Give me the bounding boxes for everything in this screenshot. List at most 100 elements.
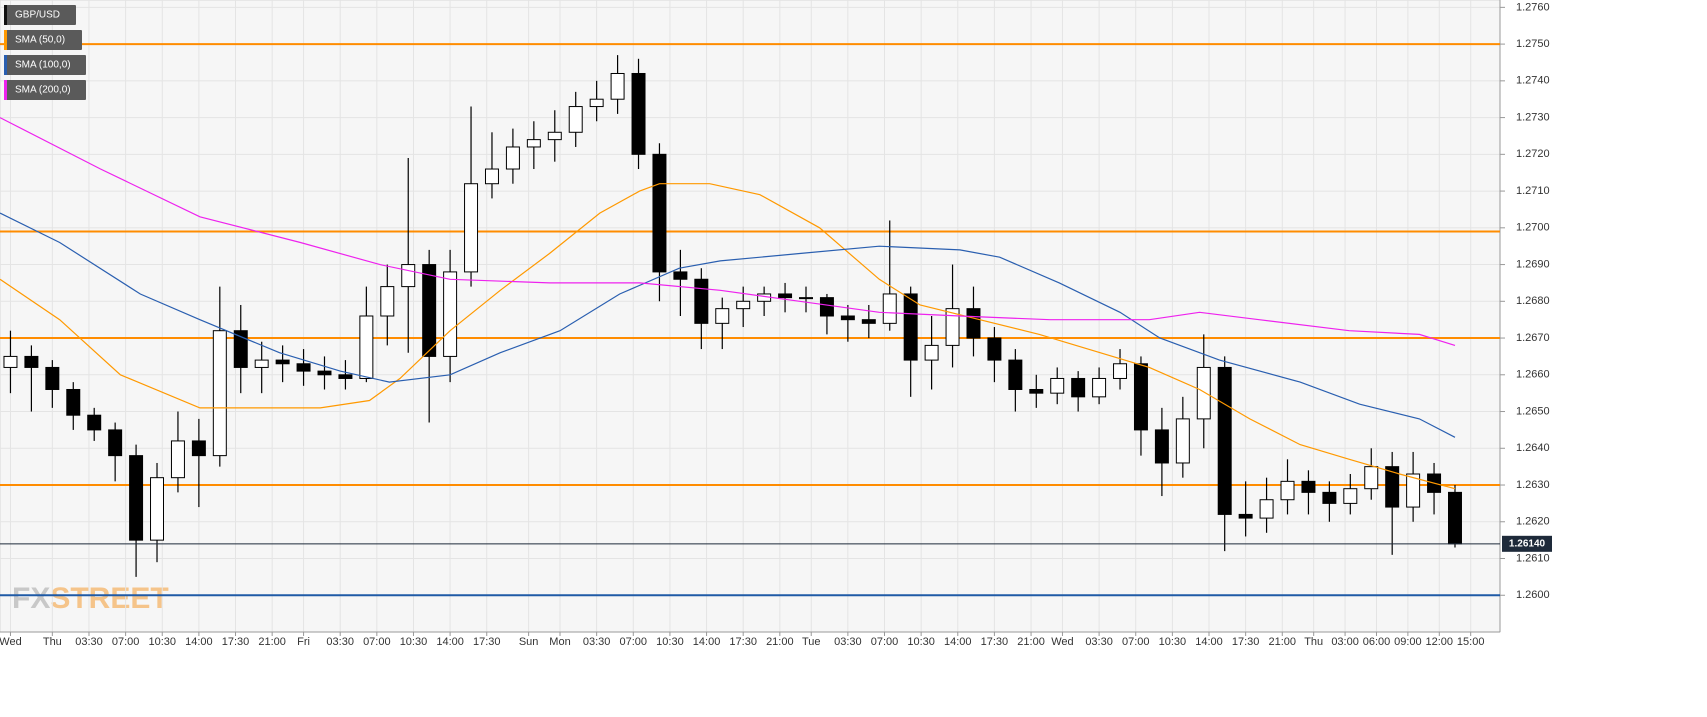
candle-body: [380, 286, 395, 317]
candle-body: [1364, 466, 1379, 490]
candle-body: [24, 355, 39, 368]
legend-swatch: [4, 5, 7, 25]
candle-body: [694, 278, 709, 324]
candle-body: [3, 355, 18, 368]
candle-body: [924, 344, 939, 361]
x-tick-label: 03:30: [326, 636, 354, 648]
candle-body: [338, 374, 353, 379]
y-tick-label: 1.2630: [1516, 479, 1550, 491]
candle-body: [736, 300, 751, 310]
candle-body: [1385, 466, 1400, 508]
x-tick-label: Wed: [1051, 636, 1073, 648]
candle-body: [715, 308, 730, 324]
candle-body: [275, 359, 290, 365]
candle-body: [296, 363, 311, 372]
candle-body: [882, 293, 897, 324]
x-tick-label: 14:00: [693, 636, 721, 648]
candle-body: [150, 477, 165, 541]
candle-body: [966, 308, 981, 339]
candle-body: [212, 330, 227, 457]
y-tick-label: 1.2610: [1516, 552, 1550, 564]
candle-body: [1133, 363, 1148, 431]
legend-swatch: [4, 80, 7, 100]
x-tick-label: 17:30: [222, 636, 250, 648]
candle-body: [631, 72, 646, 155]
candle-body: [443, 271, 458, 357]
y-tick-label: 1.2620: [1516, 516, 1550, 528]
x-tick-label: 17:30: [981, 636, 1009, 648]
candle-body: [170, 440, 185, 479]
x-tick-label: Tue: [802, 636, 821, 648]
y-tick-label: 1.2600: [1516, 589, 1550, 601]
x-tick-label: 17:30: [729, 636, 757, 648]
plot-background: [0, 0, 1501, 633]
candle-body: [589, 98, 604, 108]
watermark: FXSTREET: [12, 582, 169, 615]
candle-body: [1447, 491, 1462, 545]
candle-body: [484, 168, 499, 185]
candle-body: [987, 337, 1002, 361]
y-tick-label: 1.2670: [1516, 332, 1550, 344]
y-tick-label: 1.2750: [1516, 38, 1550, 50]
candle-body: [191, 440, 206, 457]
candle-body: [87, 414, 102, 431]
x-tick-label: Thu: [43, 636, 62, 648]
candle-body: [317, 370, 332, 376]
candle-body: [1050, 377, 1065, 394]
sma-line: [0, 212, 1456, 438]
x-tick-label: 14:00: [436, 636, 464, 648]
candle-body: [1217, 366, 1232, 515]
candle-body: [840, 315, 855, 321]
x-tick-label: Sun: [519, 636, 539, 648]
candle-body: [1071, 377, 1086, 398]
x-tick-label: 06:00: [1363, 636, 1391, 648]
candle-body: [464, 183, 479, 273]
y-tick-label: 1.2730: [1516, 111, 1550, 123]
candle-body: [1029, 388, 1044, 394]
legend-label: SMA (100,0): [15, 60, 71, 71]
x-tick-label: 07:00: [620, 636, 648, 648]
y-tick-label: 1.2760: [1516, 1, 1550, 13]
y-tick-label: 1.2700: [1516, 222, 1550, 234]
last-price-label: 1.26140: [1509, 538, 1546, 549]
x-tick-label: Mon: [549, 636, 570, 648]
candle-body: [1175, 418, 1190, 464]
candle-body: [1301, 480, 1316, 493]
x-tick-label: 10:30: [1159, 636, 1187, 648]
legend-box: [4, 30, 82, 50]
candle-body: [401, 264, 416, 288]
y-tick-label: 1.2710: [1516, 185, 1550, 197]
candle-body: [757, 293, 772, 302]
candle-body: [1092, 377, 1107, 398]
candle-body: [652, 153, 667, 273]
candle-body: [1008, 359, 1023, 390]
legend-label: GBP/USD: [15, 10, 60, 21]
candle-body: [778, 293, 793, 299]
y-tick-label: 1.2650: [1516, 405, 1550, 417]
x-tick-label: 21:00: [1269, 636, 1297, 648]
candle-body: [1343, 488, 1358, 504]
x-tick-label: 07:00: [1122, 636, 1150, 648]
candle-body: [945, 308, 960, 346]
x-tick-label: 07:00: [112, 636, 140, 648]
candle-body: [903, 293, 918, 361]
legend-swatch: [4, 55, 7, 75]
x-tick-label: 10:30: [148, 636, 176, 648]
candle-body: [45, 366, 60, 390]
x-tick-label: 14:00: [185, 636, 213, 648]
x-tick-label: 17:30: [1232, 636, 1260, 648]
x-tick-label: 09:00: [1394, 636, 1422, 648]
legend-box: [4, 55, 86, 75]
x-tick-label: 21:00: [766, 636, 794, 648]
y-tick-label: 1.2680: [1516, 295, 1550, 307]
candle-body: [66, 388, 81, 416]
x-tick-label: 10:30: [400, 636, 428, 648]
x-tick-label: 07:00: [871, 636, 899, 648]
x-tick-label: 03:30: [1085, 636, 1113, 648]
y-tick-label: 1.2660: [1516, 369, 1550, 381]
candle-body: [359, 315, 374, 379]
x-tick-label: 15:00: [1457, 636, 1485, 648]
candle-body: [1406, 473, 1421, 508]
candle-body: [1322, 491, 1337, 504]
